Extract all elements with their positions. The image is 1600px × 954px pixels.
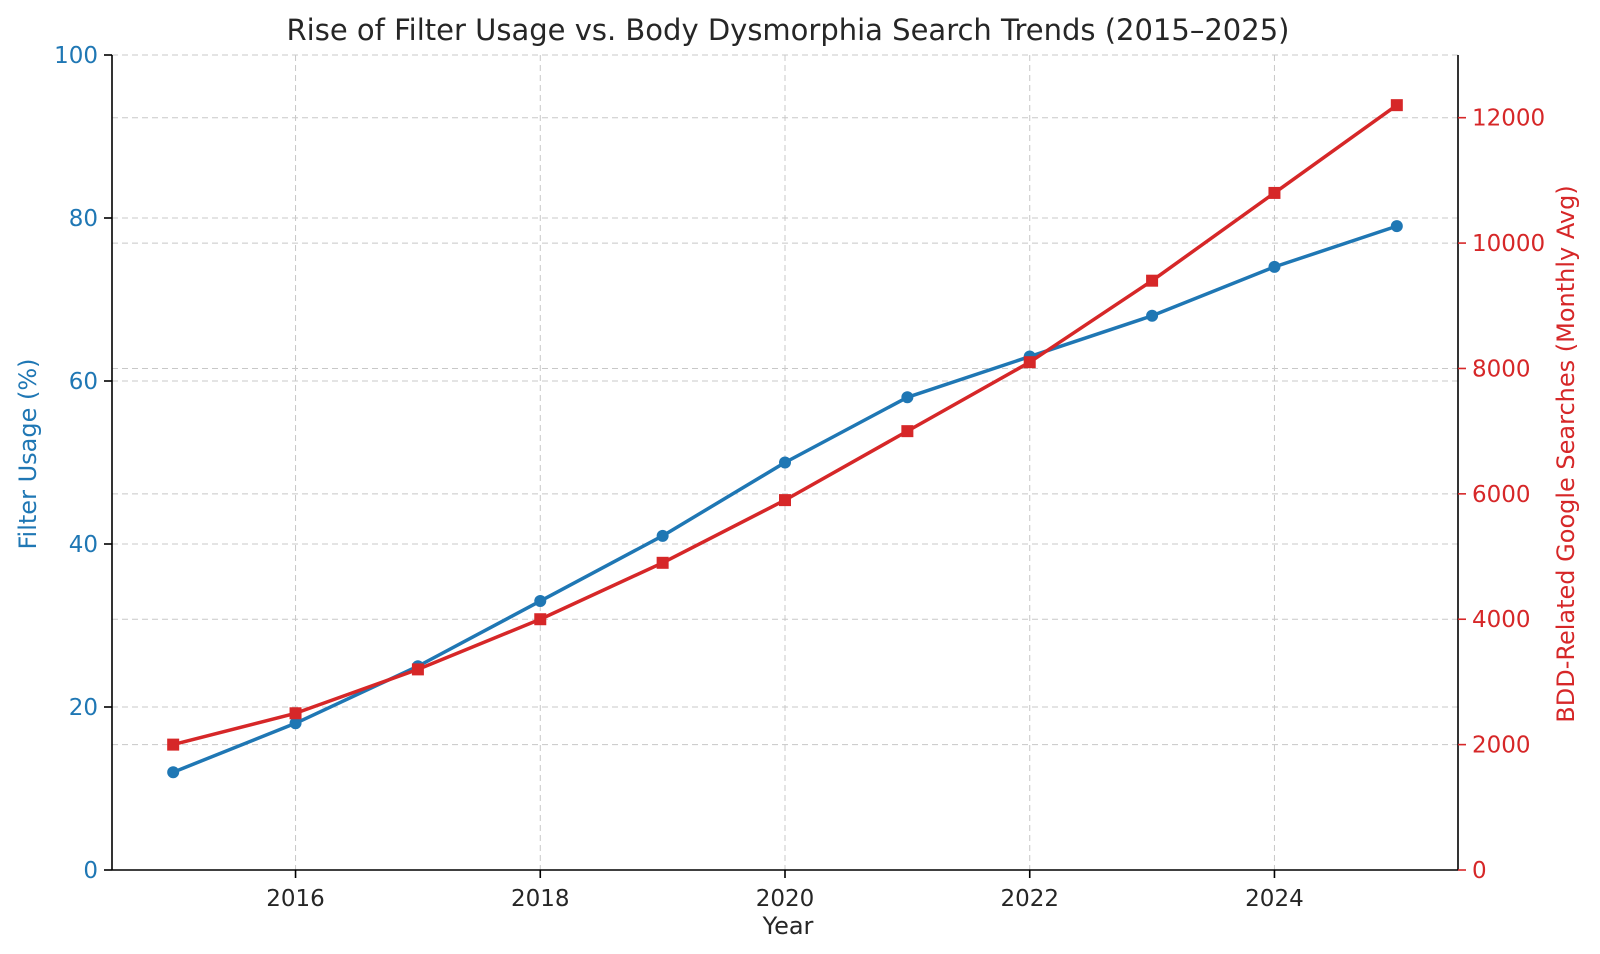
x-tick-label-2018: 2018 <box>511 886 570 912</box>
y-right-tick-label-2000: 2000 <box>1472 733 1531 759</box>
series-1-point-2025 <box>1390 220 1403 233</box>
x-tick-label-2020: 2020 <box>756 886 815 912</box>
series-1-point-2023 <box>1146 309 1159 322</box>
grid <box>112 54 1458 871</box>
y-axis-label-left: Filter Usage (%) <box>14 358 42 549</box>
series-2-point-2019 <box>656 556 669 569</box>
chart-title: Rise of Filter Usage vs. Body Dysmorphia… <box>287 13 1290 47</box>
series-2-point-2017 <box>411 663 424 676</box>
y-right-tick-label-4000: 4000 <box>1472 607 1531 633</box>
series-2-point-2022 <box>1023 356 1036 369</box>
series-2-point-2025 <box>1390 99 1403 112</box>
series-2-point-2020 <box>779 494 791 507</box>
x-tick-label-2016: 2016 <box>266 886 325 912</box>
y-axis-label-right: BDD-Related Google Searches (Monthly Avg… <box>1552 185 1580 722</box>
y-right-tick-label-0: 0 <box>1472 858 1487 884</box>
series-2-point-2024 <box>1268 186 1281 199</box>
series-1-point-2015 <box>167 766 180 779</box>
series-1-point-2019 <box>656 529 669 542</box>
series-2-point-2023 <box>1146 274 1159 287</box>
y-right-tick-label-12000: 12000 <box>1472 106 1545 132</box>
series-2 <box>167 99 1403 751</box>
y-right-tick-label-10000: 10000 <box>1472 231 1545 257</box>
y-left-tick-label-100: 100 <box>54 43 98 69</box>
y-right-tick-label-6000: 6000 <box>1472 482 1531 508</box>
y-right-tick-label-8000: 8000 <box>1472 356 1531 382</box>
axes: 2016 2018 2020 2022 2024 0 20 40 60 80 100 0 2000 400… <box>54 43 1545 912</box>
y-left-tick-label-40: 40 <box>69 532 98 558</box>
series-1-point-2020 <box>779 456 791 469</box>
series-1-point-2021 <box>901 391 914 404</box>
series-1-point-2018 <box>534 595 547 608</box>
series-1-point-2024 <box>1268 260 1281 273</box>
series-1-point-2016 <box>289 717 302 730</box>
series-2-point-2021 <box>901 425 914 438</box>
y-left-tick-label-0: 0 <box>83 858 98 884</box>
x-tick-label-2022: 2022 <box>1000 886 1059 912</box>
series-2-point-2016 <box>289 707 302 720</box>
x-axis-label: Year <box>762 912 814 940</box>
y-left-tick-label-20: 20 <box>69 695 98 721</box>
y-left-tick-label-60: 60 <box>69 369 98 395</box>
series-2-point-2015 <box>167 738 180 751</box>
y-left-tick-label-80: 80 <box>69 206 98 232</box>
series-layer <box>167 99 1403 779</box>
x-tick-label-2024: 2024 <box>1245 886 1304 912</box>
series-2-point-2018 <box>534 613 547 626</box>
